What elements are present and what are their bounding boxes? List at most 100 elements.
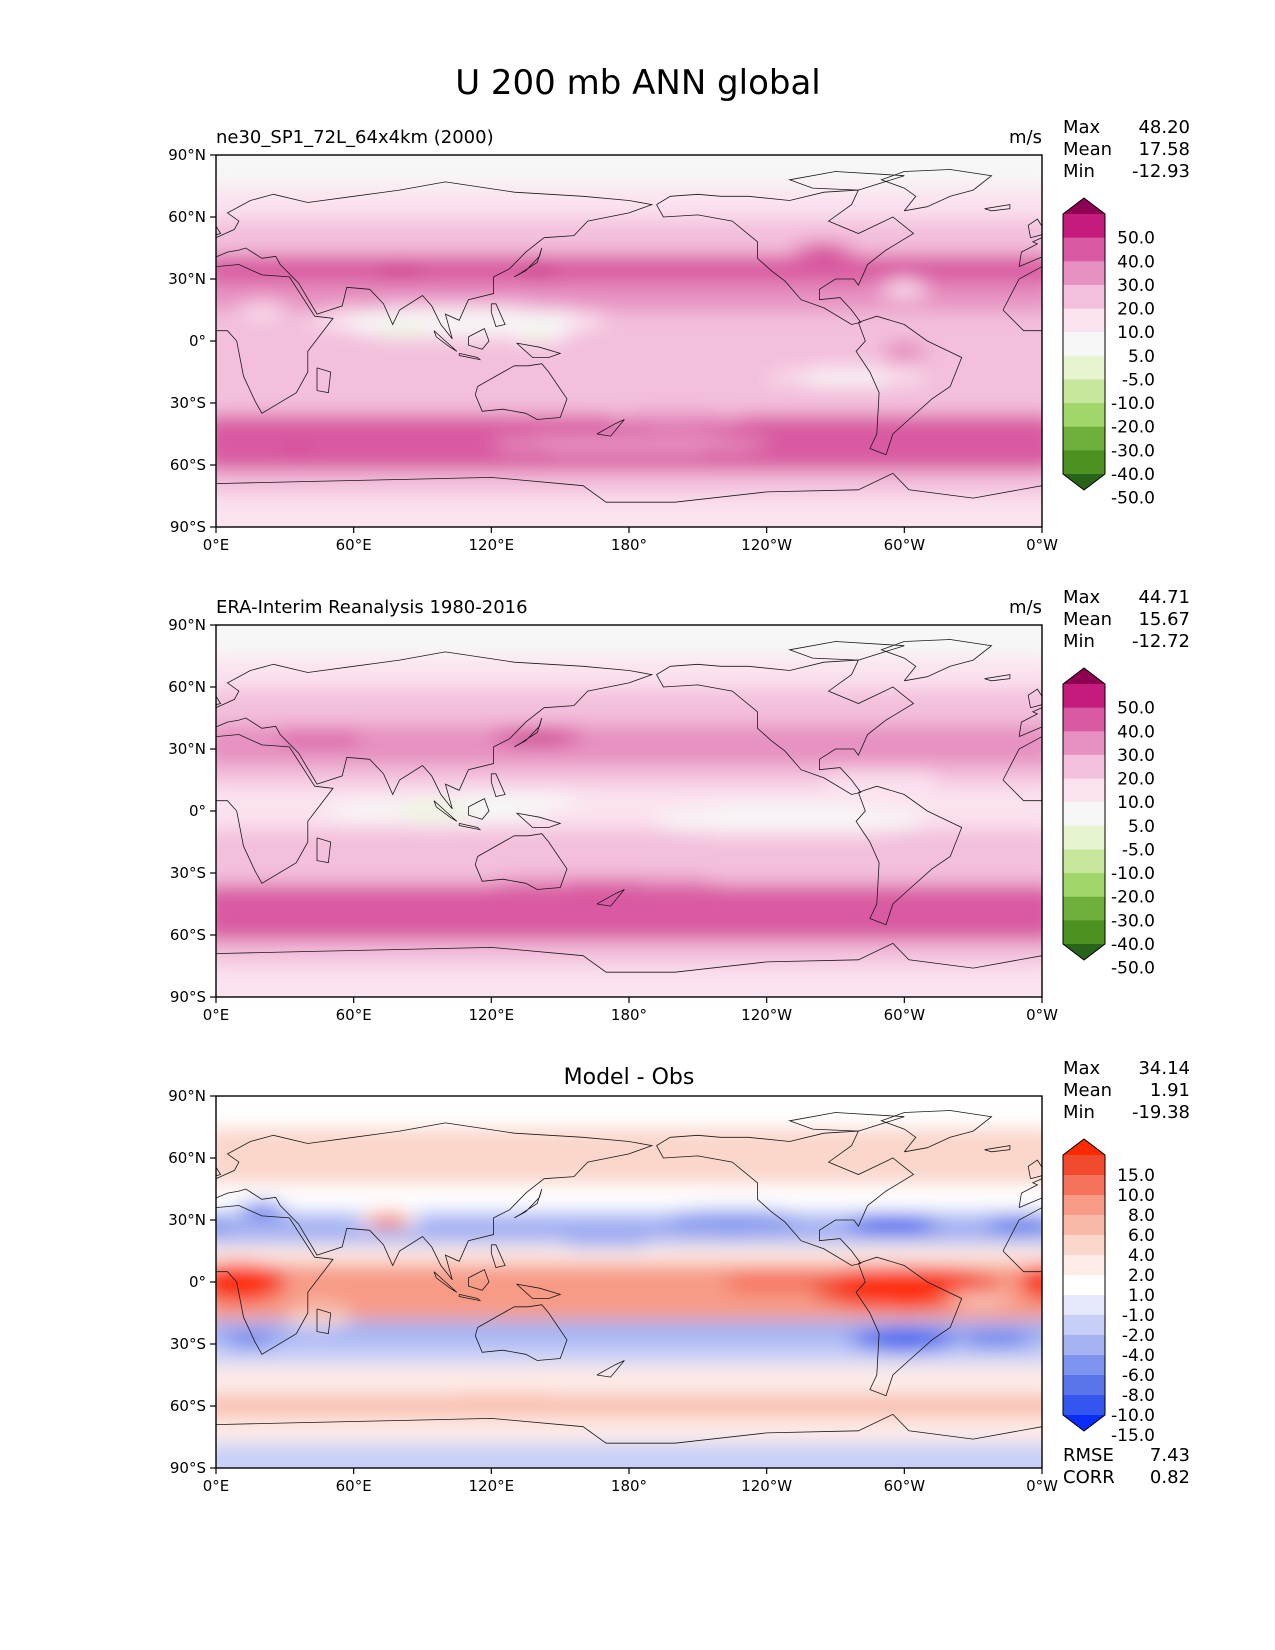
colorbar-tick-label: -10.0 xyxy=(1111,394,1155,414)
colorbar-tick-label: 40.0 xyxy=(1117,252,1155,272)
x-tick-label: 120°W xyxy=(741,1477,792,1495)
colorbar-swatch xyxy=(1063,1355,1105,1376)
stat-value: 7.43 xyxy=(1150,1445,1190,1466)
colorbar-swatch xyxy=(1063,896,1105,921)
y-tick-label: 60°S xyxy=(170,1397,206,1415)
y-tick-label: 90°N xyxy=(168,616,206,634)
stat-label: Min xyxy=(1063,161,1095,182)
colorbar-swatch xyxy=(1063,1295,1105,1316)
x-tick-label: 120°W xyxy=(741,536,792,554)
colorbar-swatch xyxy=(1063,1375,1105,1396)
x-tick-label: 60°W xyxy=(884,1477,926,1495)
panel-center-title: Model - Obs xyxy=(564,1065,695,1090)
stat-value: 44.71 xyxy=(1138,587,1190,608)
colorbar-tick-label: -5.0 xyxy=(1122,370,1155,390)
stat-value: 15.67 xyxy=(1138,609,1190,630)
colorbar-swatch xyxy=(1063,1275,1105,1296)
colorbar-tick-label: 30.0 xyxy=(1117,276,1155,296)
x-tick-label: 0°W xyxy=(1026,1477,1058,1495)
stat-value: -12.72 xyxy=(1132,631,1190,652)
colorbar-tick-label: 5.0 xyxy=(1128,347,1155,367)
y-tick-label: 30°S xyxy=(170,394,206,412)
units-label: m/s xyxy=(1009,597,1042,618)
colorbar-tick-label: -50.0 xyxy=(1111,959,1155,979)
colorbar-swatch xyxy=(1063,1255,1105,1276)
colorbar-tick-label: -50.0 xyxy=(1111,489,1155,509)
colorbar-tick-label: -40.0 xyxy=(1111,935,1155,955)
stat-label: Max xyxy=(1063,587,1101,608)
y-tick-label: 90°N xyxy=(168,1087,206,1105)
colorbar-swatch xyxy=(1063,1335,1105,1356)
colorbar-tick-label: 50.0 xyxy=(1117,699,1155,719)
coastlines xyxy=(216,169,1042,527)
stat-value: -12.93 xyxy=(1132,161,1190,182)
y-tick-label: 0° xyxy=(189,1273,206,1291)
colorbar-tick-label: 15.0 xyxy=(1117,1166,1155,1186)
colorbar-tick-label: 10.0 xyxy=(1117,323,1155,343)
x-tick-label: 120°W xyxy=(741,1006,792,1024)
figure-title: U 200 mb ANN global xyxy=(455,63,821,103)
x-tick-label: 0°E xyxy=(203,1006,230,1024)
contour-field xyxy=(216,625,1042,997)
stat-value: 1.91 xyxy=(1150,1080,1190,1101)
colorbar-tick-label: 4.0 xyxy=(1128,1246,1155,1266)
colorbar-tick-label: 20.0 xyxy=(1117,300,1155,320)
colorbar-tick-label: -15.0 xyxy=(1111,1426,1155,1446)
stat-label: CORR xyxy=(1063,1467,1115,1488)
colorbar: 50.0 40.0 30.0 20.0 10.0 5.0 -5.0 -10.0 -20.0 -30… xyxy=(1062,197,1155,509)
colorbar-swatch xyxy=(1063,426,1105,451)
colorbar-swatch xyxy=(1063,1315,1105,1336)
x-tick-label: 60°E xyxy=(336,1477,372,1495)
stat-label: Min xyxy=(1063,631,1095,652)
colorbar-swatch xyxy=(1063,214,1105,239)
stat-label: RMSE xyxy=(1063,1445,1114,1466)
colorbar-swatch xyxy=(1063,1235,1105,1256)
panel-model: 0°E 60°E 120°E 180° 120°W 60°W 0°W 90°N 60°N 30°N… xyxy=(168,117,1190,554)
panel-obs: 0°E 60°E 120°E 180° 120°W 60°W 0°W 90°N 60°N 30°N… xyxy=(168,587,1190,1024)
y-tick-label: 90°S xyxy=(170,1459,206,1477)
x-tick-label: 120°E xyxy=(469,536,515,554)
stat-label: Mean xyxy=(1063,1080,1112,1101)
x-tick-label: 60°W xyxy=(884,536,926,554)
colorbar-tick-label: 6.0 xyxy=(1128,1226,1155,1246)
stat-label: Max xyxy=(1063,1058,1101,1079)
stat-value: 48.20 xyxy=(1138,117,1190,138)
colorbar-tick-label: 10.0 xyxy=(1117,793,1155,813)
colorbar-swatch xyxy=(1063,920,1105,945)
x-tick-label: 0°E xyxy=(203,536,230,554)
colorbar-tick-label: -40.0 xyxy=(1111,465,1155,485)
colorbar-swatch xyxy=(1063,754,1105,780)
colorbar-tick-label: 30.0 xyxy=(1117,746,1155,766)
colorbar-tick-label: -20.0 xyxy=(1111,418,1155,438)
x-tick-label: 60°E xyxy=(336,1006,372,1024)
colorbar-tick-label: 40.0 xyxy=(1117,722,1155,742)
colorbar-swatch xyxy=(1063,873,1105,898)
colorbar-swatch xyxy=(1063,403,1105,428)
colorbar-tick-label: -20.0 xyxy=(1111,888,1155,908)
y-tick-label: 30°N xyxy=(168,270,206,288)
colorbar-swatch xyxy=(1063,1155,1105,1176)
colorbar-swatch xyxy=(1063,261,1105,286)
colorbar-tick-label: 1.0 xyxy=(1128,1286,1155,1306)
colorbar-swatch xyxy=(1063,1215,1105,1236)
colorbar-tick-label: -5.0 xyxy=(1122,840,1155,860)
colorbar-tick-label: 8.0 xyxy=(1128,1206,1155,1226)
panel-left-title: ne30_SP1_72L_64x4km (2000) xyxy=(216,127,494,148)
x-tick-label: 180° xyxy=(611,536,647,554)
y-tick-label: 60°N xyxy=(168,1149,206,1167)
colorbar-swatch xyxy=(1063,379,1105,404)
stat-label: Mean xyxy=(1063,139,1112,160)
panel-left-title: ERA-Interim Reanalysis 1980-2016 xyxy=(216,597,528,618)
colorbar-tick-label: -8.0 xyxy=(1122,1386,1155,1406)
x-tick-label: 60°W xyxy=(884,1006,926,1024)
colorbar-tick-label: -6.0 xyxy=(1122,1366,1155,1386)
stat-value: -19.38 xyxy=(1132,1102,1190,1123)
colorbar-swatch xyxy=(1063,825,1105,850)
colorbar-swatch xyxy=(1063,1395,1105,1416)
colorbar-tick-label: -1.0 xyxy=(1122,1306,1155,1326)
colorbar-swatch xyxy=(1063,1195,1105,1216)
colorbar-tick-label: 50.0 xyxy=(1117,229,1155,249)
colorbar-swatch xyxy=(1063,1175,1105,1196)
colorbar-tick-label: -30.0 xyxy=(1111,441,1155,461)
colorbar-tick-label: 20.0 xyxy=(1117,770,1155,790)
